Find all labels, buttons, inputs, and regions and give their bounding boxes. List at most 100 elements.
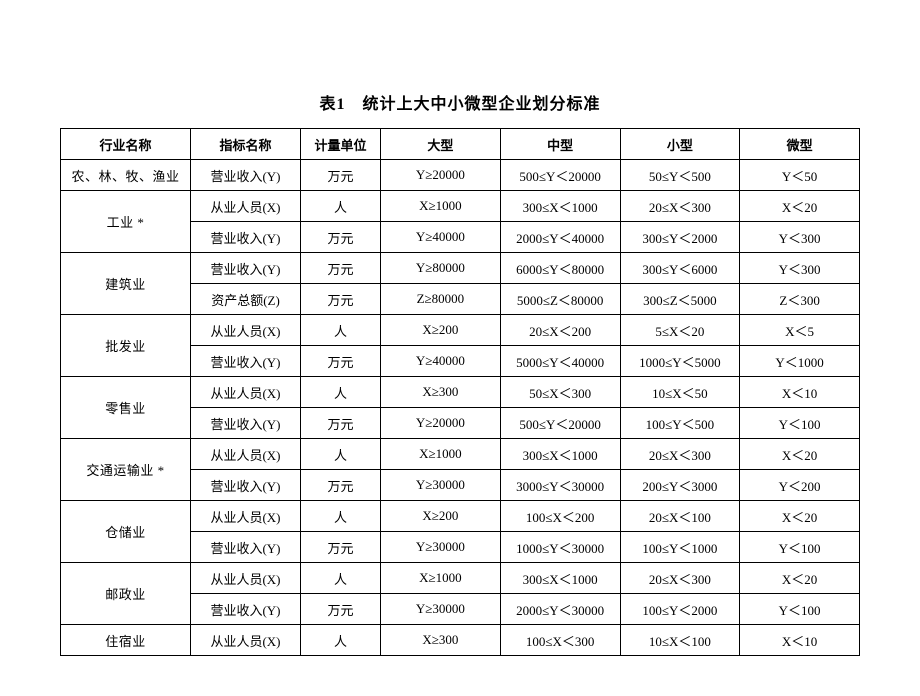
cell-indicator: 从业人员(X) (191, 377, 301, 408)
cell-micro: Y＜100 (740, 408, 860, 439)
cell-small: 300≤Z＜5000 (620, 284, 740, 315)
cell-unit: 人 (301, 501, 381, 532)
table-row: 仓储业从业人员(X)人X≥200100≤X＜20020≤X＜100X＜20 (61, 501, 860, 532)
col-header-micro: 微型 (740, 129, 860, 160)
cell-indicator: 营业收入(Y) (191, 160, 301, 191)
cell-large: Y≥30000 (381, 594, 501, 625)
cell-indicator: 营业收入(Y) (191, 253, 301, 284)
cell-unit: 人 (301, 191, 381, 222)
cell-large: Y≥30000 (381, 470, 501, 501)
cell-large: X≥1000 (381, 439, 501, 470)
cell-unit: 人 (301, 377, 381, 408)
table-body: 农、林、牧、渔业营业收入(Y)万元Y≥20000500≤Y＜2000050≤Y＜… (61, 160, 860, 656)
cell-industry-name: 建筑业 (61, 253, 191, 315)
cell-large: Y≥40000 (381, 222, 501, 253)
cell-large: Z≥80000 (381, 284, 501, 315)
cell-large: Y≥40000 (381, 346, 501, 377)
cell-small: 1000≤Y＜5000 (620, 346, 740, 377)
cell-unit: 人 (301, 563, 381, 594)
cell-indicator: 营业收入(Y) (191, 408, 301, 439)
cell-industry-name: 工业 * (61, 191, 191, 253)
cell-small: 200≤Y＜3000 (620, 470, 740, 501)
cell-small: 100≤Y＜500 (620, 408, 740, 439)
classification-table: 行业名称 指标名称 计量单位 大型 中型 小型 微型 农、林、牧、渔业营业收入(… (60, 128, 860, 656)
cell-indicator: 营业收入(Y) (191, 470, 301, 501)
cell-unit: 万元 (301, 594, 381, 625)
col-header-unit: 计量单位 (301, 129, 381, 160)
cell-large: Y≥80000 (381, 253, 501, 284)
cell-medium: 5000≤Z＜80000 (500, 284, 620, 315)
cell-small: 20≤X＜300 (620, 191, 740, 222)
cell-indicator: 营业收入(Y) (191, 222, 301, 253)
cell-large: Y≥20000 (381, 408, 501, 439)
table-title: 表1 统计上大中小微型企业划分标准 (60, 90, 860, 114)
table-row: 工业 *从业人员(X)人X≥1000300≤X＜100020≤X＜300X＜20 (61, 191, 860, 222)
cell-indicator: 从业人员(X) (191, 439, 301, 470)
cell-small: 300≤Y＜6000 (620, 253, 740, 284)
cell-medium: 300≤X＜1000 (500, 439, 620, 470)
cell-small: 300≤Y＜2000 (620, 222, 740, 253)
cell-large: X≥1000 (381, 191, 501, 222)
cell-indicator: 从业人员(X) (191, 563, 301, 594)
cell-medium: 3000≤Y＜30000 (500, 470, 620, 501)
cell-small: 5≤X＜20 (620, 315, 740, 346)
cell-large: X≥1000 (381, 563, 501, 594)
cell-micro: X＜20 (740, 563, 860, 594)
cell-small: 20≤X＜100 (620, 501, 740, 532)
cell-indicator: 资产总额(Z) (191, 284, 301, 315)
cell-industry-name: 批发业 (61, 315, 191, 377)
cell-medium: 50≤X＜300 (500, 377, 620, 408)
cell-medium: 2000≤Y＜40000 (500, 222, 620, 253)
col-header-small: 小型 (620, 129, 740, 160)
cell-industry-name: 交通运输业 * (61, 439, 191, 501)
col-header-indicator: 指标名称 (191, 129, 301, 160)
cell-small: 20≤X＜300 (620, 563, 740, 594)
cell-indicator: 营业收入(Y) (191, 346, 301, 377)
cell-medium: 6000≤Y＜80000 (500, 253, 620, 284)
cell-indicator: 从业人员(X) (191, 315, 301, 346)
cell-unit: 万元 (301, 160, 381, 191)
cell-medium: 100≤X＜200 (500, 501, 620, 532)
table-header: 行业名称 指标名称 计量单位 大型 中型 小型 微型 (61, 129, 860, 160)
cell-unit: 万元 (301, 408, 381, 439)
cell-small: 20≤X＜300 (620, 439, 740, 470)
cell-medium: 300≤X＜1000 (500, 191, 620, 222)
cell-large: X≥200 (381, 501, 501, 532)
table-row: 批发业从业人员(X)人X≥20020≤X＜2005≤X＜20X＜5 (61, 315, 860, 346)
cell-industry-name: 仓储业 (61, 501, 191, 563)
col-header-large: 大型 (381, 129, 501, 160)
cell-medium: 2000≤Y＜30000 (500, 594, 620, 625)
cell-medium: 5000≤Y＜40000 (500, 346, 620, 377)
cell-micro: X＜20 (740, 439, 860, 470)
cell-industry-name: 零售业 (61, 377, 191, 439)
cell-micro: X＜10 (740, 377, 860, 408)
document-page: 表1 统计上大中小微型企业划分标准 行业名称 指标名称 计量单位 大型 中型 小… (0, 0, 920, 696)
cell-micro: Z＜300 (740, 284, 860, 315)
cell-medium: 500≤Y＜20000 (500, 408, 620, 439)
cell-large: X≥200 (381, 315, 501, 346)
cell-unit: 万元 (301, 284, 381, 315)
cell-micro: Y＜1000 (740, 346, 860, 377)
cell-micro: Y＜100 (740, 594, 860, 625)
cell-unit: 万元 (301, 532, 381, 563)
table-row: 农、林、牧、渔业营业收入(Y)万元Y≥20000500≤Y＜2000050≤Y＜… (61, 160, 860, 191)
cell-micro: Y＜300 (740, 253, 860, 284)
cell-micro: X＜5 (740, 315, 860, 346)
cell-industry-name: 农、林、牧、渔业 (61, 160, 191, 191)
cell-unit: 人 (301, 439, 381, 470)
cell-unit: 万元 (301, 470, 381, 501)
cell-large: X≥300 (381, 377, 501, 408)
cell-indicator: 从业人员(X) (191, 501, 301, 532)
cell-micro: Y＜100 (740, 532, 860, 563)
cell-unit: 人 (301, 315, 381, 346)
cell-small: 10≤X＜50 (620, 377, 740, 408)
cell-unit: 万元 (301, 253, 381, 284)
cell-unit: 万元 (301, 222, 381, 253)
cell-unit: 万元 (301, 346, 381, 377)
cell-micro: Y＜200 (740, 470, 860, 501)
cell-medium: 300≤X＜1000 (500, 563, 620, 594)
table-row: 交通运输业 *从业人员(X)人X≥1000300≤X＜100020≤X＜300X… (61, 439, 860, 470)
cell-medium: 1000≤Y＜30000 (500, 532, 620, 563)
table-row: 建筑业营业收入(Y)万元Y≥800006000≤Y＜80000300≤Y＜600… (61, 253, 860, 284)
cell-indicator: 营业收入(Y) (191, 532, 301, 563)
